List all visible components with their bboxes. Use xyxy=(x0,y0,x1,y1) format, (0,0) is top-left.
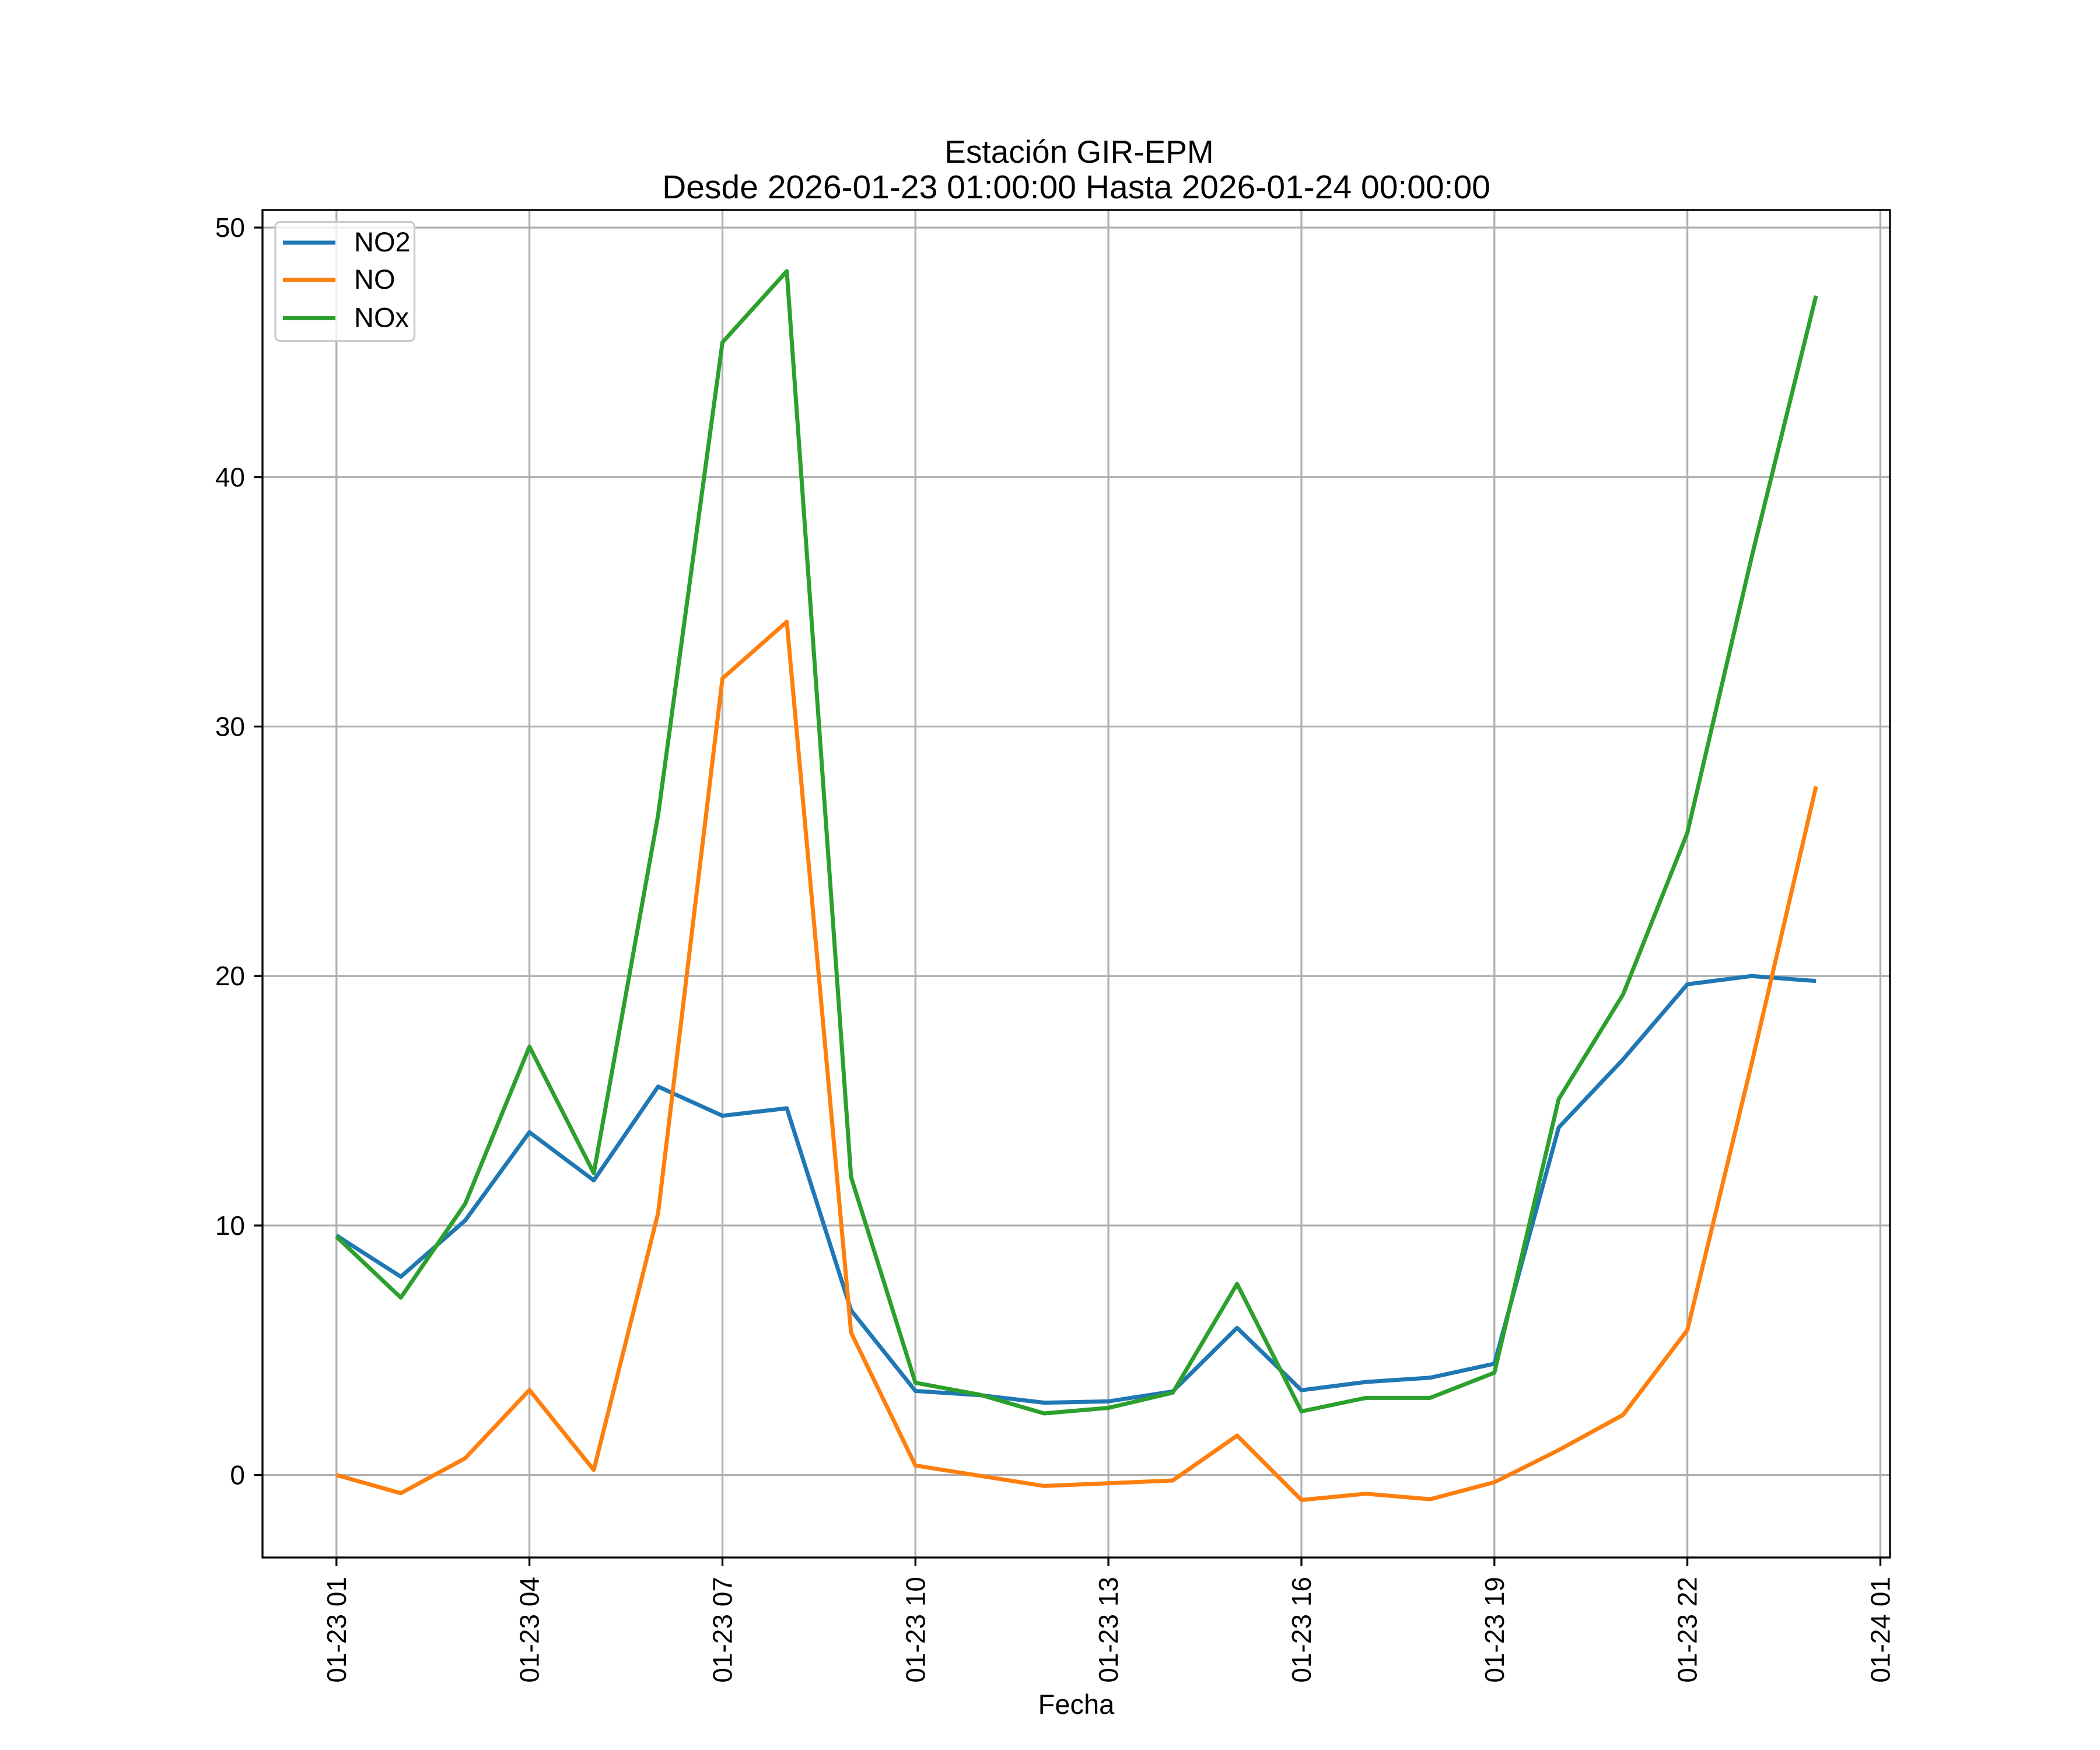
svg-text:Desde 2026-01-23 01:00:00 Hast: Desde 2026-01-23 01:00:00 Hasta 2026-01-… xyxy=(662,169,1490,206)
svg-text:30: 30 xyxy=(215,712,245,742)
svg-text:01-23 01: 01-23 01 xyxy=(321,1577,352,1683)
svg-text:01-23 22: 01-23 22 xyxy=(1672,1577,1703,1683)
svg-text:01-24 01: 01-24 01 xyxy=(1866,1577,1896,1683)
svg-text:50: 50 xyxy=(215,212,245,243)
svg-text:01-23 13: 01-23 13 xyxy=(1093,1577,1124,1683)
svg-text:01-23 19: 01-23 19 xyxy=(1479,1577,1510,1683)
svg-text:01-23 04: 01-23 04 xyxy=(514,1577,545,1683)
svg-text:NO2: NO2 xyxy=(354,226,411,257)
svg-text:Estación GIR-EPM: Estación GIR-EPM xyxy=(944,134,1214,170)
svg-text:40: 40 xyxy=(215,462,245,492)
svg-text:10: 10 xyxy=(215,1210,245,1241)
svg-text:Fecha: Fecha xyxy=(1038,1689,1115,1720)
svg-text:0: 0 xyxy=(230,1460,245,1490)
svg-text:20: 20 xyxy=(215,961,245,991)
svg-text:01-23 16: 01-23 16 xyxy=(1286,1577,1317,1683)
svg-text:NOx: NOx xyxy=(354,302,409,333)
svg-text:01-23 10: 01-23 10 xyxy=(900,1577,930,1683)
svg-text:01-23 07: 01-23 07 xyxy=(708,1577,738,1683)
svg-text:NO: NO xyxy=(354,264,396,295)
